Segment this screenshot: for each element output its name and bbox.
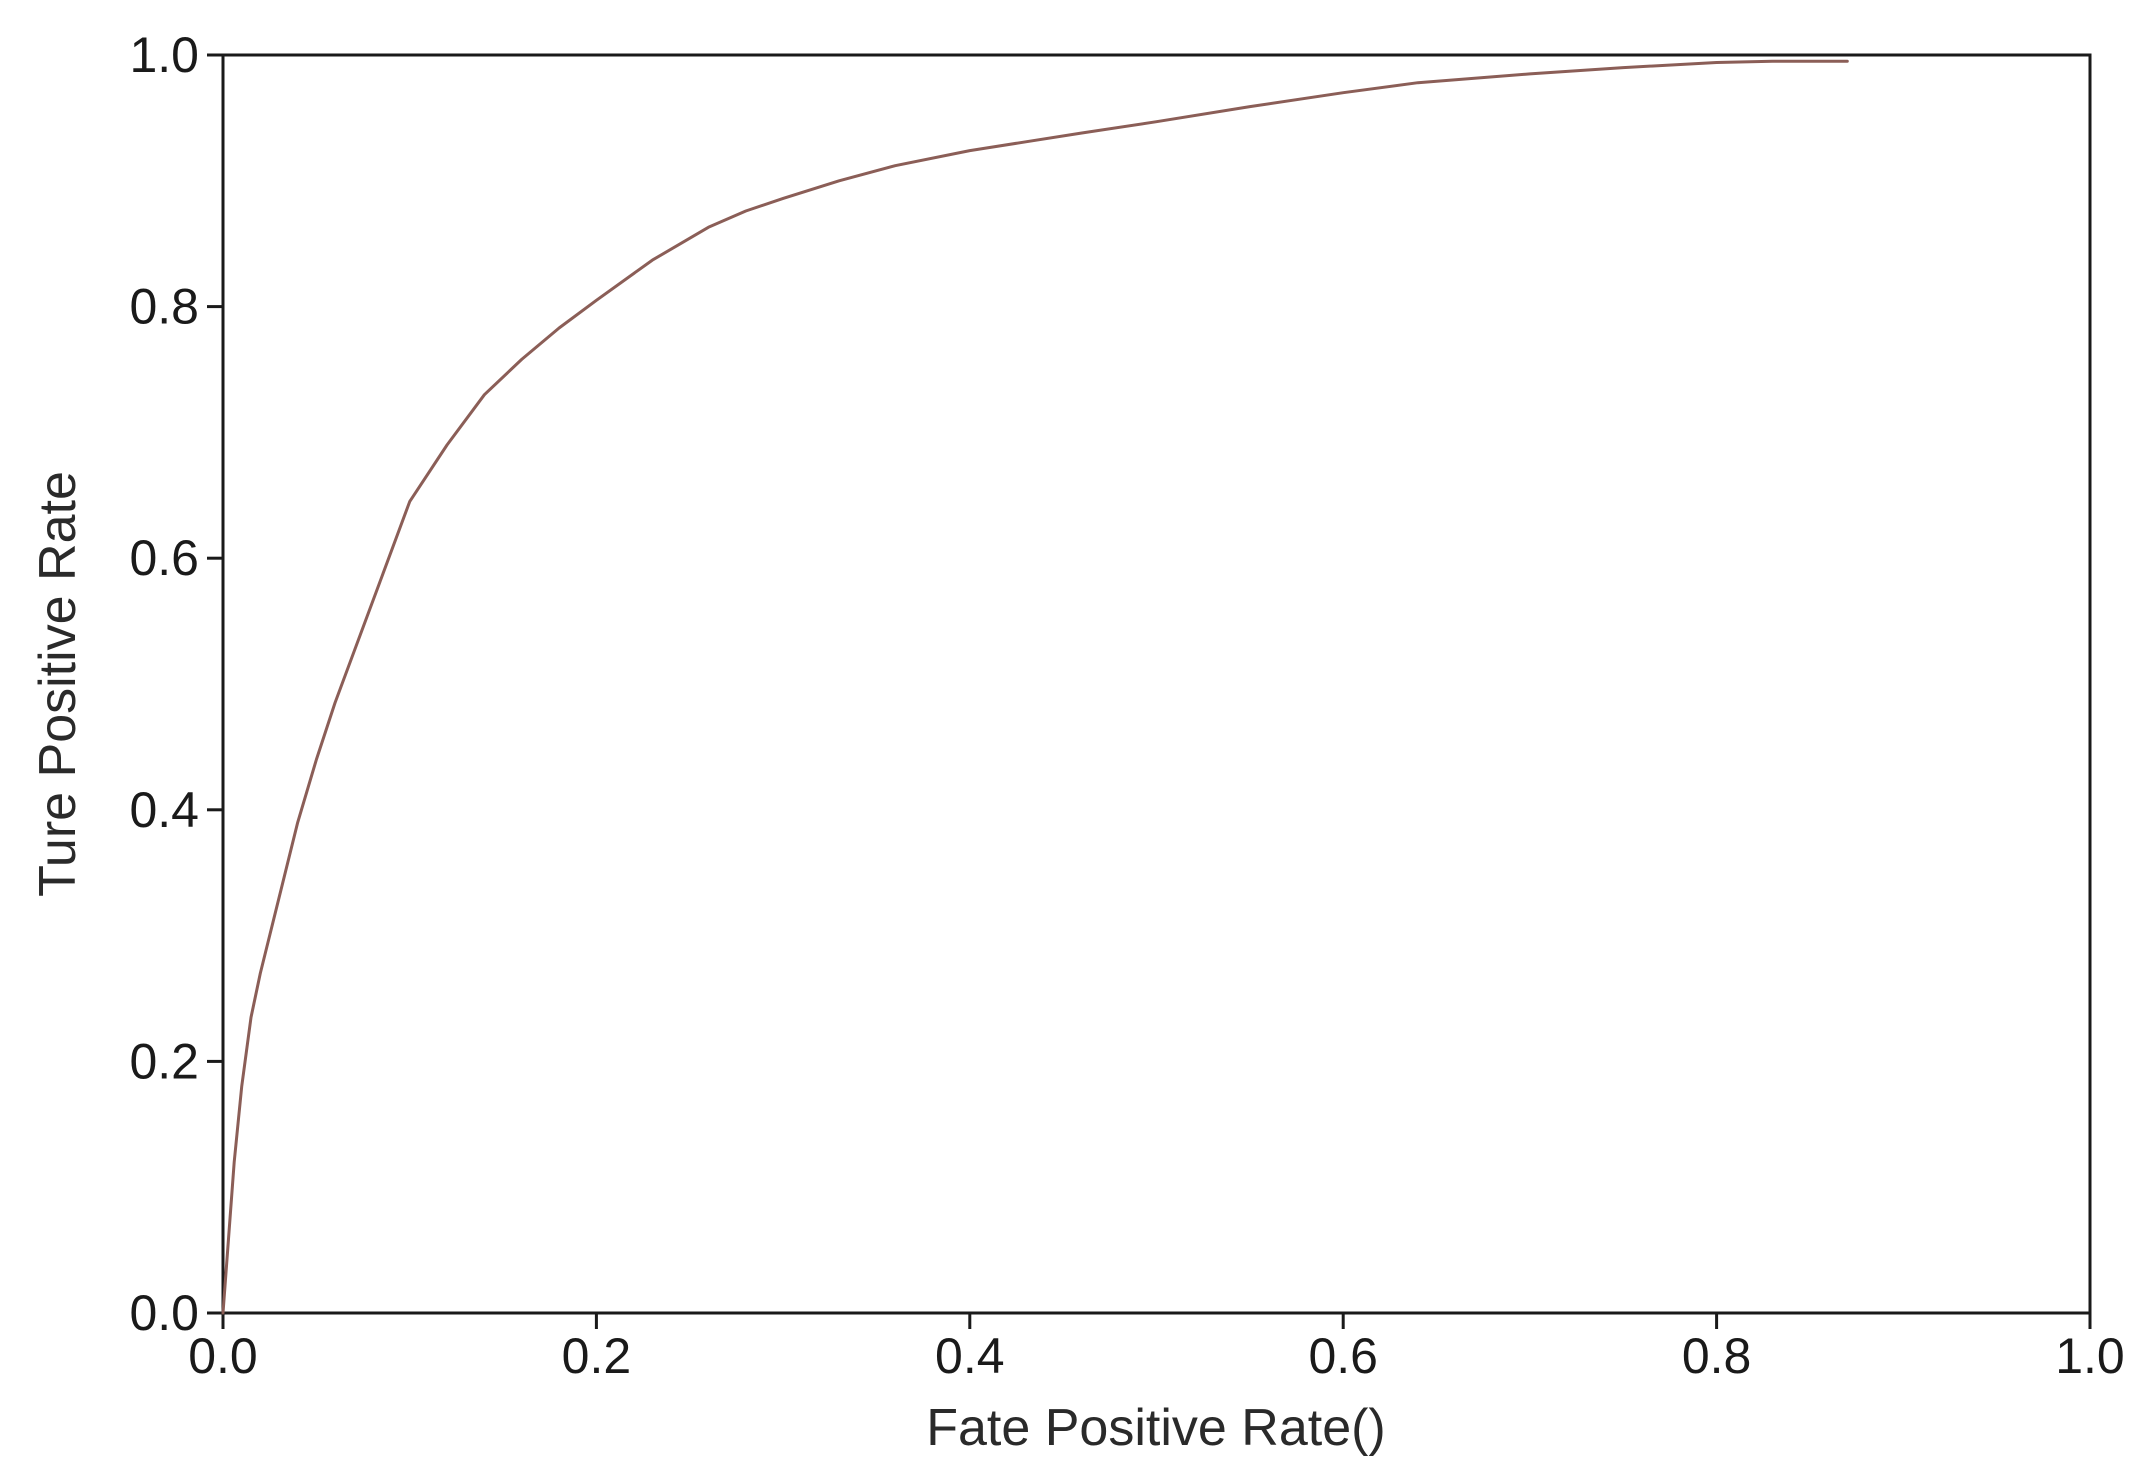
- series-layer: [221, 59, 1849, 1315]
- y-tick-label: 0.6: [129, 530, 199, 586]
- y-axis-title: Ture Positive Rate: [29, 471, 87, 897]
- x-tick-label: 0.6: [1308, 1328, 1378, 1384]
- x-tick-label: 0.4: [935, 1328, 1005, 1384]
- y-axis-ticks: 0.0 0.2 0.4 0.6 0.8 1.0: [129, 27, 223, 1341]
- x-axis-title: Fate Positive Rate(): [926, 1399, 1386, 1457]
- x-axis-ticks: 0.0 0.2 0.4 0.6 0.8 1.0: [188, 1313, 2125, 1384]
- x-tick-label: 1.0: [2055, 1328, 2125, 1384]
- y-tick-label: 0.4: [129, 782, 199, 838]
- y-tick-label: 1.0: [129, 27, 199, 83]
- roc-curve-line: [221, 59, 1849, 1315]
- x-tick-label: 0.2: [562, 1328, 632, 1384]
- y-tick-label: 0.2: [129, 1033, 199, 1089]
- y-tick-label: 0.0: [129, 1285, 199, 1341]
- x-tick-label: 0.0: [188, 1328, 258, 1384]
- plot-frame: [221, 53, 2092, 1315]
- x-tick-label: 0.8: [1682, 1328, 1752, 1384]
- y-tick-label: 0.8: [129, 279, 199, 335]
